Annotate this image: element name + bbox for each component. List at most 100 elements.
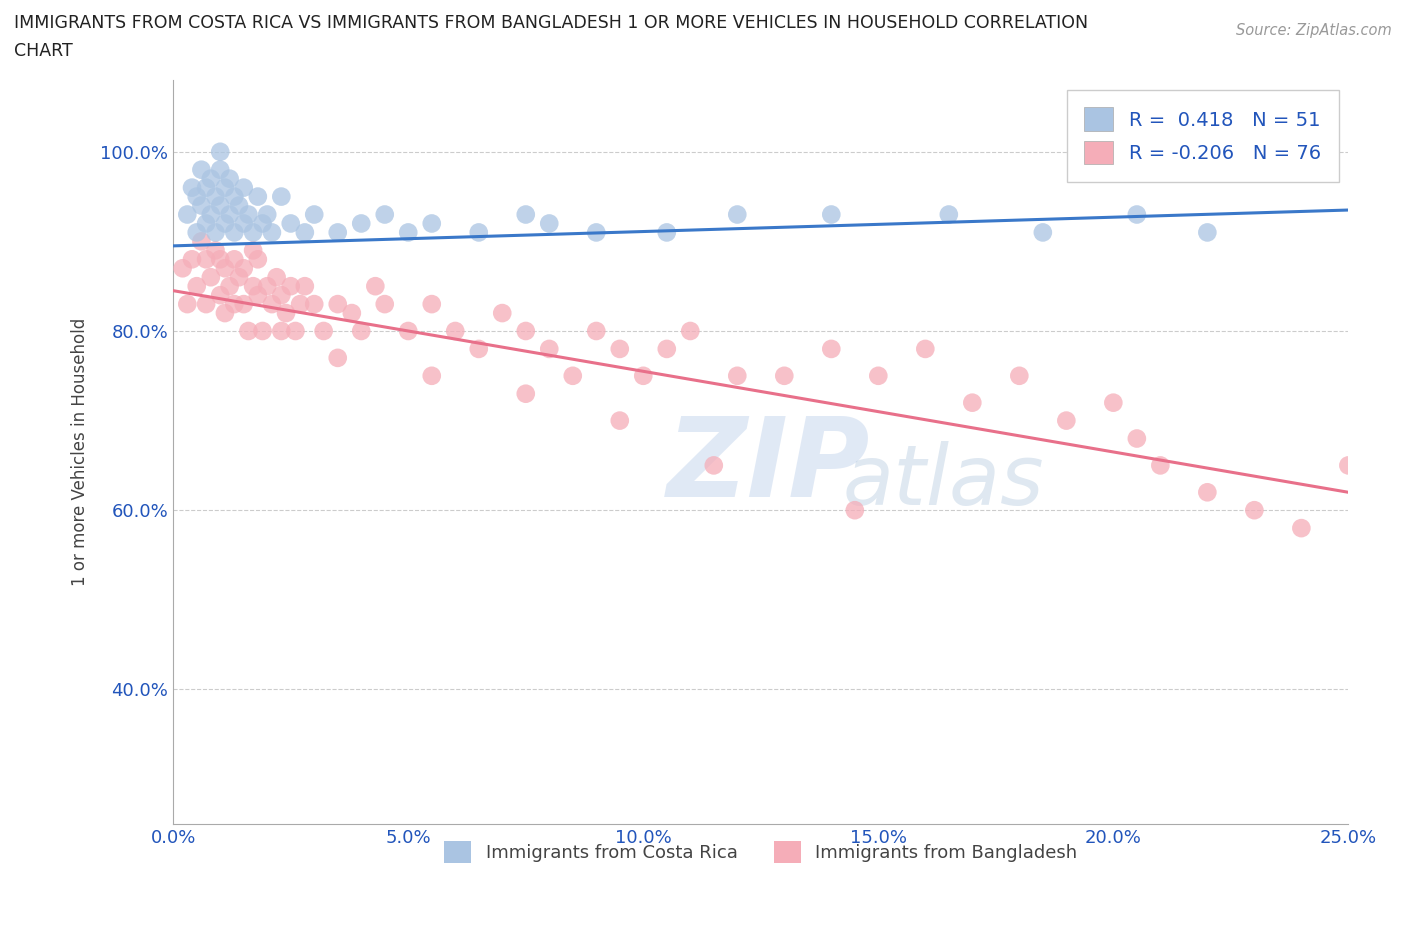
Point — [655, 225, 678, 240]
Point — [238, 324, 260, 339]
Point — [242, 279, 264, 294]
Point — [1337, 458, 1360, 472]
Point — [181, 180, 204, 195]
Point — [585, 225, 607, 240]
Point — [270, 324, 292, 339]
Point — [280, 216, 302, 231]
Point — [172, 260, 194, 275]
Point — [270, 287, 292, 302]
Point — [725, 368, 748, 383]
Point — [232, 216, 254, 231]
Point — [232, 260, 254, 275]
Point — [186, 189, 208, 204]
Point — [200, 207, 222, 222]
Point — [200, 171, 222, 186]
Point — [246, 252, 269, 267]
Point — [962, 395, 984, 410]
Point — [1291, 521, 1313, 536]
Point — [1032, 225, 1054, 240]
Point — [725, 207, 748, 222]
Text: ZIP: ZIP — [666, 413, 870, 520]
Point — [204, 189, 226, 204]
Point — [396, 324, 419, 339]
Point — [515, 386, 537, 401]
Point — [195, 297, 218, 312]
Y-axis label: 1 or more Vehicles in Household: 1 or more Vehicles in Household — [72, 318, 89, 586]
Point — [232, 297, 254, 312]
Point — [374, 207, 396, 222]
Point — [1102, 395, 1125, 410]
Point — [302, 207, 325, 222]
Point — [260, 297, 283, 312]
Point — [491, 306, 513, 321]
Point — [914, 341, 936, 356]
Point — [214, 306, 236, 321]
Point — [844, 503, 866, 518]
Point — [209, 144, 232, 159]
Point — [181, 252, 204, 267]
Point — [252, 216, 274, 231]
Point — [350, 216, 373, 231]
Point — [186, 279, 208, 294]
Point — [396, 225, 419, 240]
Point — [252, 324, 274, 339]
Point — [242, 225, 264, 240]
Point — [1149, 458, 1171, 472]
Point — [256, 279, 278, 294]
Point — [468, 225, 491, 240]
Point — [294, 225, 316, 240]
Point — [561, 368, 583, 383]
Point — [190, 162, 212, 177]
Point — [224, 252, 246, 267]
Point — [326, 225, 349, 240]
Point — [1126, 207, 1149, 222]
Point — [176, 207, 198, 222]
Point — [228, 270, 250, 285]
Point — [274, 306, 297, 321]
Point — [538, 341, 561, 356]
Point — [938, 207, 960, 222]
Point — [326, 351, 349, 365]
Point — [190, 198, 212, 213]
Point — [773, 368, 796, 383]
Text: Source: ZipAtlas.com: Source: ZipAtlas.com — [1236, 23, 1392, 38]
Point — [444, 324, 467, 339]
Text: IMMIGRANTS FROM COSTA RICA VS IMMIGRANTS FROM BANGLADESH 1 OR MORE VEHICLES IN H: IMMIGRANTS FROM COSTA RICA VS IMMIGRANTS… — [14, 14, 1088, 32]
Point — [374, 297, 396, 312]
Point — [218, 279, 240, 294]
Point — [326, 297, 349, 312]
Point — [294, 279, 316, 294]
Point — [204, 243, 226, 258]
Point — [288, 297, 311, 312]
Point — [246, 287, 269, 302]
Point — [515, 324, 537, 339]
Point — [609, 341, 631, 356]
Point — [1126, 432, 1149, 446]
Point — [1197, 485, 1219, 499]
Point — [266, 270, 288, 285]
Point — [260, 225, 283, 240]
Point — [190, 234, 212, 249]
Point — [256, 207, 278, 222]
Point — [302, 297, 325, 312]
Point — [538, 216, 561, 231]
Point — [655, 341, 678, 356]
Point — [820, 341, 842, 356]
Legend: Immigrants from Costa Rica, Immigrants from Bangladesh: Immigrants from Costa Rica, Immigrants f… — [437, 834, 1084, 870]
Point — [1243, 503, 1265, 518]
Point — [242, 243, 264, 258]
Point — [703, 458, 725, 472]
Text: atlas: atlas — [844, 441, 1045, 523]
Point — [1008, 368, 1031, 383]
Point — [350, 324, 373, 339]
Point — [238, 207, 260, 222]
Point — [209, 287, 232, 302]
Point — [868, 368, 890, 383]
Point — [280, 279, 302, 294]
Point — [195, 216, 218, 231]
Point — [420, 297, 443, 312]
Point — [1054, 413, 1077, 428]
Point — [218, 207, 240, 222]
Point — [232, 180, 254, 195]
Point — [468, 341, 491, 356]
